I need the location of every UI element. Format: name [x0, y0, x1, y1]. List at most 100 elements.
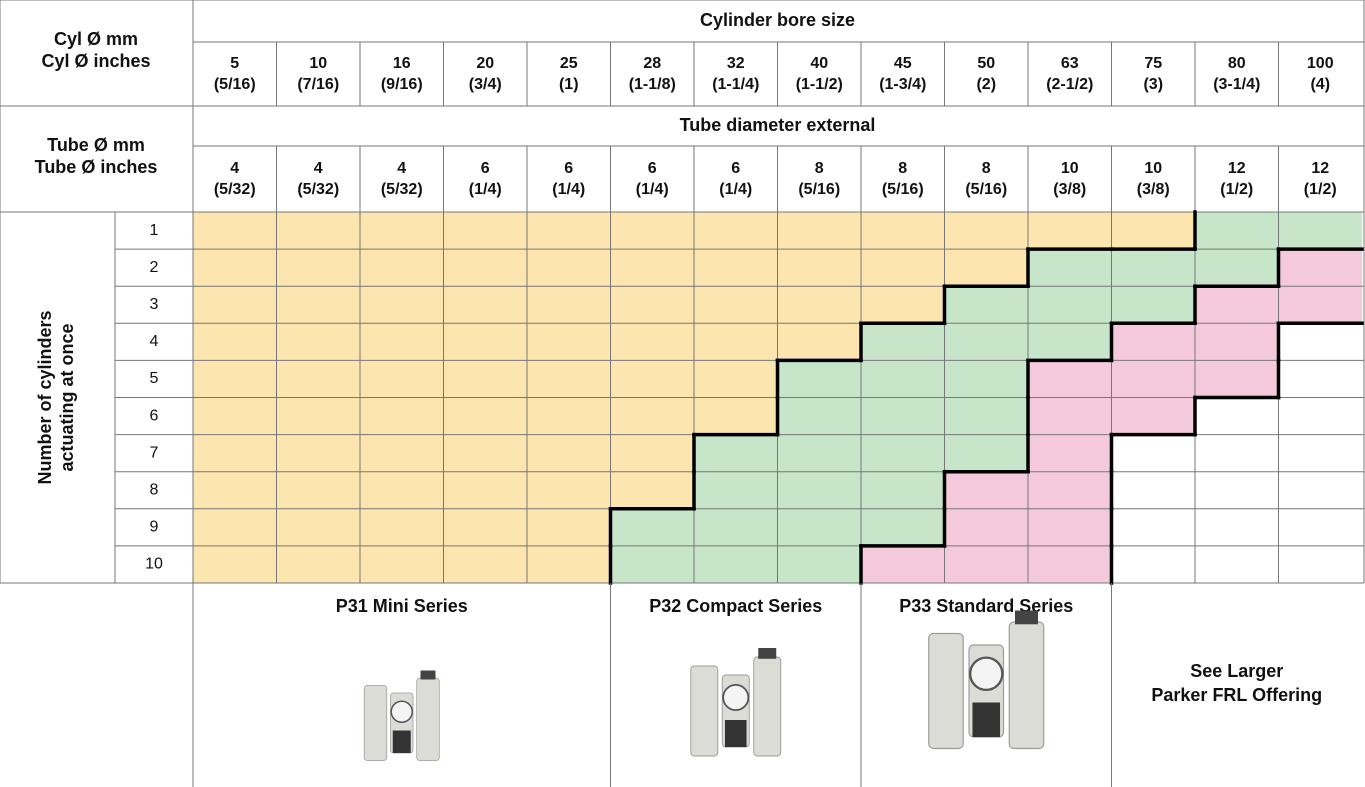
- cell: [527, 212, 611, 249]
- cyl-mm: 50: [977, 55, 995, 72]
- product-knob: [421, 671, 436, 680]
- tube-mm: 4: [397, 160, 406, 177]
- cell: [1028, 509, 1112, 546]
- cell: [778, 249, 862, 286]
- cell: [778, 546, 862, 583]
- cyl-inches: (7/16): [297, 76, 339, 93]
- cell: [778, 286, 862, 323]
- cell: [527, 286, 611, 323]
- cell: [694, 323, 778, 360]
- cell: [1195, 286, 1279, 323]
- cell: [277, 472, 361, 509]
- tube-mm: 12: [1311, 160, 1329, 177]
- tube-inches: (5/16): [965, 181, 1007, 198]
- product-unit: [364, 686, 387, 761]
- cell: [1112, 398, 1196, 435]
- cell: [1195, 435, 1279, 472]
- tube-mm: 10: [1144, 160, 1162, 177]
- row-number: 1: [150, 222, 159, 239]
- cell: [1028, 212, 1112, 249]
- tube-label: Tube Ø mm: [47, 135, 145, 155]
- row-number: 9: [150, 519, 159, 536]
- tube-inches: (1/4): [636, 181, 669, 198]
- cell: [694, 398, 778, 435]
- cell: [277, 212, 361, 249]
- cell: [611, 435, 695, 472]
- tube-label: Tube Ø inches: [35, 157, 158, 177]
- cyl-inches: (1): [559, 76, 579, 93]
- cell: [1279, 249, 1363, 286]
- cyl-label: Cyl Ø mm: [54, 29, 138, 49]
- cell: [1279, 509, 1363, 546]
- cyl-mm: 5: [230, 55, 239, 72]
- cell: [1279, 323, 1363, 360]
- cell: [1112, 435, 1196, 472]
- cell: [1112, 212, 1196, 249]
- cyl-label: Cyl Ø inches: [41, 51, 150, 71]
- tube-inches: (3/8): [1053, 181, 1086, 198]
- row-number: 3: [150, 296, 159, 313]
- cell: [1112, 323, 1196, 360]
- cell: [444, 212, 528, 249]
- cell: [945, 398, 1029, 435]
- cell: [861, 509, 945, 546]
- tube-inches: (1/4): [469, 181, 502, 198]
- cyl-mm: 16: [393, 55, 411, 72]
- cell: [1112, 360, 1196, 397]
- cell: [527, 398, 611, 435]
- cell: [1112, 546, 1196, 583]
- cell: [1028, 286, 1112, 323]
- row-number: 8: [150, 481, 159, 498]
- cell: [1028, 323, 1112, 360]
- cell: [1279, 546, 1363, 583]
- row-number: 2: [150, 259, 159, 276]
- cell: [360, 212, 444, 249]
- cell: [360, 509, 444, 546]
- cell: [444, 435, 528, 472]
- cell: [360, 360, 444, 397]
- cell: [1195, 509, 1279, 546]
- cell: [778, 323, 862, 360]
- cell: [1112, 286, 1196, 323]
- cell: [527, 472, 611, 509]
- tube-inches: (5/16): [798, 181, 840, 198]
- product-gauge: [391, 701, 412, 722]
- cell: [444, 360, 528, 397]
- cyl-inches: (4): [1310, 76, 1330, 93]
- cell: [945, 472, 1029, 509]
- cell: [1195, 546, 1279, 583]
- cell: [1195, 360, 1279, 397]
- series-name: P31 Mini Series: [336, 596, 468, 616]
- cell: [1112, 509, 1196, 546]
- cyl-inches: (1-1/8): [629, 76, 676, 93]
- cyl-inches: (5/16): [214, 76, 256, 93]
- product-gauge: [723, 685, 748, 710]
- cell: [360, 286, 444, 323]
- row-number: 7: [150, 444, 159, 461]
- cell: [360, 323, 444, 360]
- product-bowl: [725, 720, 747, 747]
- cell: [1028, 249, 1112, 286]
- cell: [611, 286, 695, 323]
- cell: [1279, 286, 1363, 323]
- cell: [694, 472, 778, 509]
- cyl-mm: 25: [560, 55, 578, 72]
- tube-mm: 12: [1228, 160, 1246, 177]
- cell: [444, 286, 528, 323]
- cell: [193, 212, 277, 249]
- cell: [611, 212, 695, 249]
- product-image: [691, 648, 781, 756]
- cell: [193, 360, 277, 397]
- cell: [778, 472, 862, 509]
- cyl-mm: 20: [476, 55, 494, 72]
- row-label-line: Number of cylinders: [35, 310, 55, 484]
- sizing-table: Cyl Ø mmCyl Ø inches Tube Ø mmTube Ø inch…: [0, 0, 1365, 787]
- cell: [444, 323, 528, 360]
- cell: [444, 509, 528, 546]
- product-unit: [929, 634, 964, 749]
- cyl-title: Cylinder bore size: [700, 10, 855, 30]
- cell: [193, 472, 277, 509]
- cell: [193, 323, 277, 360]
- cell: [444, 398, 528, 435]
- cyl-inches: (1-1/2): [796, 76, 843, 93]
